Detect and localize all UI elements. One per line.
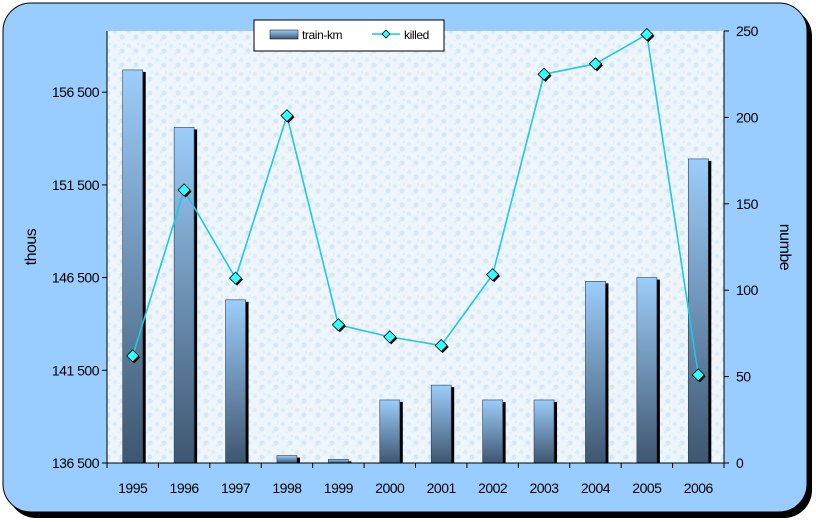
bar-train-km [687,158,709,464]
bar-train-km [585,281,606,464]
right-axis-title: numbe [776,224,793,271]
bar-train-km [122,69,144,464]
point-killed [177,183,191,197]
legend: train-km killed [253,19,445,52]
point-killed [228,271,243,285]
left-tick-label: 156 500 [52,84,100,100]
left-tick-label: 141 500 [52,362,100,378]
point-killed [383,330,397,344]
legend-label-train-km: train-km [302,28,343,42]
bar-train-km [173,127,195,464]
x-tick-label: 2006 [684,480,714,496]
point-killed [126,349,140,363]
legend-marker-killed [381,29,391,39]
x-tick-label: 1999 [324,480,354,496]
x-tick-label: 2001 [427,480,457,496]
line-series-killed [126,27,706,383]
axis-ticks [102,30,729,468]
x-tick-label: 1997 [221,480,251,496]
right-tick-label: 100 [736,282,759,298]
bar-train-km [533,399,555,464]
bar-train-km [430,384,452,464]
x-tick-label: 2004 [581,480,611,496]
bar-train-km [482,399,503,464]
point-killed [486,268,500,282]
point-killed [640,27,654,42]
x-tick-label: 1996 [170,480,200,496]
bar-train-km [225,299,246,464]
x-tick-label: 2003 [529,480,559,496]
point-killed [434,338,448,353]
left-tick-label: 146 500 [52,270,100,286]
bar-train-km [379,399,401,464]
left-tick-label: 151 500 [52,177,100,193]
plot-area [107,31,724,463]
bar-series-train-km [122,69,712,464]
right-tick-label: 50 [736,369,751,385]
x-axis-tick-labels: 1995 1996 1997 1998 1999 2000 2001 2002 2003 2004… [118,480,714,496]
point-killed [280,109,294,123]
legend-label-killed: killed [404,28,429,42]
right-tick-label: 200 [736,109,759,125]
right-tick-label: 250 [736,23,759,39]
bar-train-km [636,277,658,464]
bar-train-km [276,455,298,464]
x-tick-label: 2005 [632,480,662,496]
line-killed [131,33,700,375]
x-tick-label: 2000 [375,480,405,496]
point-killed [537,67,551,81]
point-killed [331,318,345,332]
right-axis-tick-labels: 0 50 100 150 200 250 [736,23,759,471]
x-tick-label: 1995 [118,480,148,496]
x-tick-label: 2002 [478,480,508,496]
legend-swatch-train-km [269,29,299,40]
point-killed [588,57,603,71]
point-killed [691,368,705,382]
left-axis-tick-labels: 136 500 141 500 146 500 151 500 156 500 [52,84,100,471]
right-tick-label: 0 [736,455,744,471]
left-tick-label: 136 500 [52,455,100,471]
bar-train-km [328,458,349,464]
left-axis-title: thous [23,228,40,265]
right-tick-label: 150 [736,196,759,212]
x-tick-label: 1998 [272,480,302,496]
